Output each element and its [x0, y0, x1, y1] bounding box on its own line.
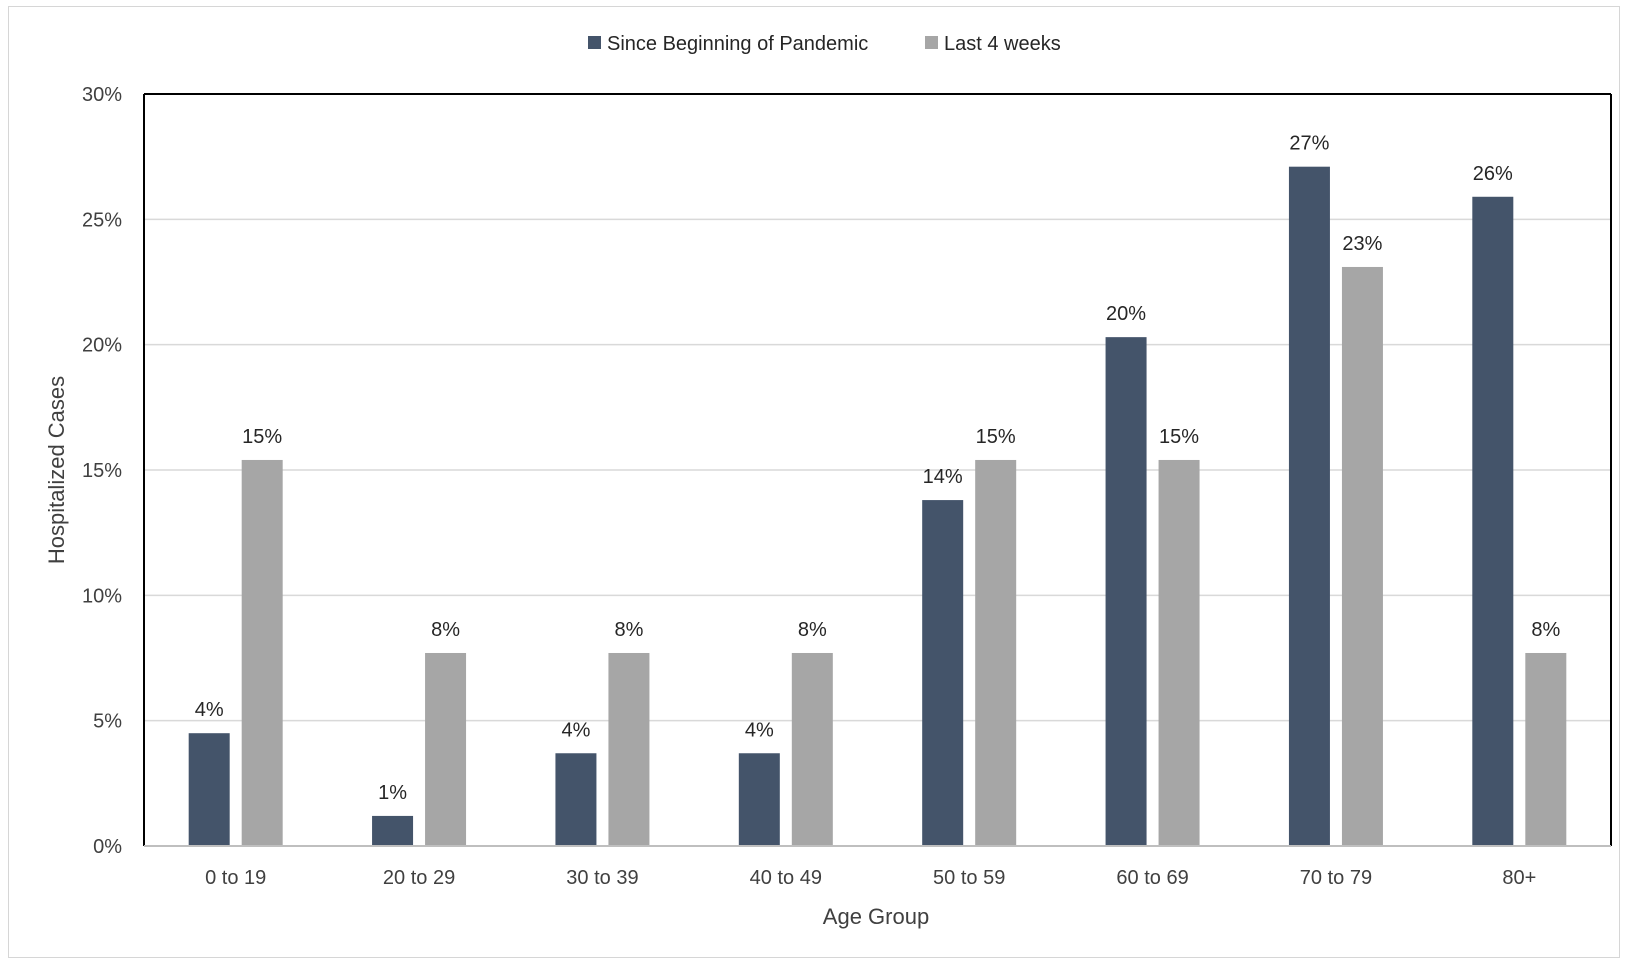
- data-label: 8%: [431, 619, 460, 641]
- y-tick-label: 5%: [93, 711, 122, 733]
- data-label: 4%: [745, 719, 774, 741]
- bar-since-beginning: [1105, 337, 1147, 846]
- data-label: 14%: [923, 466, 963, 488]
- bar-since-beginning: [188, 733, 230, 846]
- bar-last-4-weeks: [1158, 459, 1200, 846]
- x-tick-label: 80+: [1502, 867, 1536, 889]
- data-labels: 4% 15% 1% 8% 4% 8% 4% 8% 14% 15% 20% 15% 27% 23% 26% 8%: [195, 133, 1561, 804]
- gridlines: [144, 218, 1611, 722]
- x-tick-label: 70 to 79: [1300, 867, 1372, 889]
- y-tick-label: 15%: [82, 460, 122, 482]
- x-tick-label: 0 to 19: [205, 867, 266, 889]
- legend: Since Beginning of Pandemic Last 4 weeks: [588, 33, 1061, 55]
- y-axis-title: Hospitalized Cases: [44, 376, 69, 564]
- data-label: 1%: [378, 782, 407, 804]
- bar-last-4-weeks: [791, 652, 833, 846]
- y-tick-label: 30%: [82, 84, 122, 106]
- bar-since-beginning: [372, 815, 414, 846]
- bar-last-4-weeks: [1341, 266, 1383, 847]
- x-tick-label: 60 to 69: [1116, 867, 1188, 889]
- data-label: 15%: [976, 426, 1016, 448]
- x-tick-label: 30 to 39: [566, 867, 638, 889]
- data-label: 15%: [242, 426, 282, 448]
- legend-swatch-last-4-weeks: [925, 36, 938, 49]
- legend-label-last-4-weeks: Last 4 weeks: [944, 33, 1061, 55]
- y-tick-label: 25%: [82, 209, 122, 231]
- data-label: 4%: [195, 699, 224, 721]
- data-label: 8%: [614, 619, 643, 641]
- data-label: 4%: [561, 719, 590, 741]
- data-label: 26%: [1473, 163, 1513, 185]
- data-label: 15%: [1159, 426, 1199, 448]
- data-label: 20%: [1106, 303, 1146, 325]
- x-axis-title: Age Group: [823, 904, 929, 929]
- bar-since-beginning: [738, 753, 780, 846]
- y-tick-label: 10%: [82, 585, 122, 607]
- bar-since-beginning: [1472, 196, 1514, 847]
- data-label: 8%: [798, 619, 827, 641]
- bar-last-4-weeks: [608, 652, 650, 846]
- bars: [188, 166, 1567, 847]
- data-label: 8%: [1531, 619, 1560, 641]
- bar-since-beginning: [555, 753, 597, 846]
- data-label: 27%: [1289, 133, 1329, 155]
- bar-last-4-weeks: [241, 459, 283, 846]
- bar-since-beginning: [1288, 166, 1330, 846]
- y-tick-label: 20%: [82, 335, 122, 357]
- bar-since-beginning: [922, 500, 964, 846]
- x-tick-label: 20 to 29: [383, 867, 455, 889]
- legend-swatch-since-beginning: [588, 36, 601, 49]
- bar-last-4-weeks: [1525, 652, 1567, 846]
- data-label: 23%: [1342, 233, 1382, 255]
- legend-label-since-beginning: Since Beginning of Pandemic: [607, 33, 868, 55]
- x-tick-label: 40 to 49: [750, 867, 822, 889]
- y-tick-label: 0%: [93, 836, 122, 858]
- bar-last-4-weeks: [425, 652, 467, 846]
- bar-last-4-weeks: [975, 459, 1017, 846]
- axes: 0% 5% 10% 15% 20% 25% 30% 0 to 19 20 to 29 30 to …: [82, 84, 1612, 889]
- x-tick-label: 50 to 59: [933, 867, 1005, 889]
